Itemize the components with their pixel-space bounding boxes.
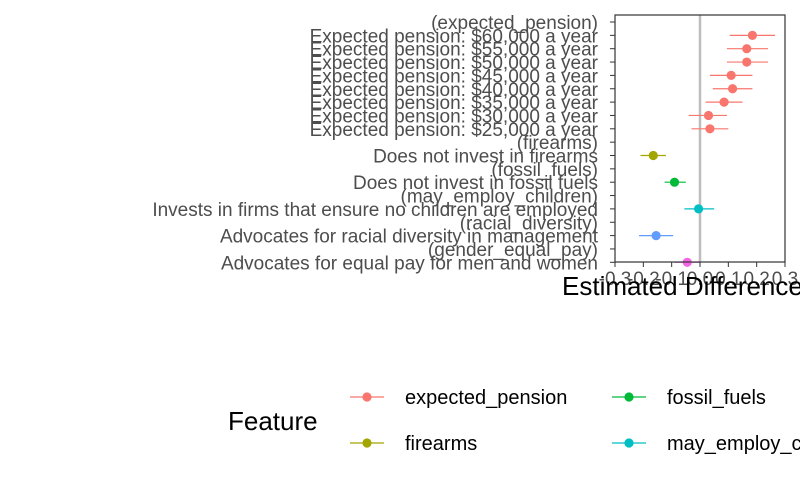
y-tick-label: Advocates for racial diversity in manage… xyxy=(220,227,599,248)
y-tick-label: Expected pension: $50,000 a year xyxy=(310,53,599,74)
estimate-point xyxy=(742,44,752,54)
y-tick-label: Expected pension: $40,000 a year xyxy=(310,80,599,101)
estimate-point xyxy=(742,57,752,67)
estimate-point xyxy=(705,124,715,134)
estimate-point xyxy=(669,177,680,187)
estimate-point xyxy=(727,84,738,94)
legend-key-point xyxy=(362,392,372,402)
y-axis-labels: (expected_pension)Expected pension: $60,… xyxy=(152,13,615,274)
estimate-point xyxy=(719,97,729,107)
legend-label: may_employ_children xyxy=(667,433,800,455)
x-tick-label: -0.1 xyxy=(655,269,688,290)
plot-marks xyxy=(639,30,776,267)
estimate-point xyxy=(648,150,658,161)
y-tick-label: Expected pension: $60,000 a year xyxy=(310,26,599,47)
estimate-point xyxy=(693,204,704,214)
estimate-point xyxy=(651,231,661,241)
y-tick-label: Expected pension: $30,000 a year xyxy=(310,106,599,127)
legend-key-point xyxy=(624,438,634,448)
legend: expected_pension firearms fossil_fuels may_… xyxy=(350,387,800,455)
y-tick-label: (fossil_fuels) xyxy=(491,160,598,181)
estimate-point xyxy=(747,30,758,40)
x-axis-title: Estimated Difference xyxy=(562,271,800,301)
y-tick-label: Advocates for equal pay for men and wome… xyxy=(221,253,598,274)
x-tick-label: 0.1 xyxy=(715,269,741,290)
y-tick-label: Does not invest in fossil fuels xyxy=(353,173,598,194)
legend-key-point xyxy=(624,392,634,402)
y-tick-label: (racial_diversity) xyxy=(460,213,598,234)
x-tick-label: -0.2 xyxy=(627,269,660,290)
legend-key-point xyxy=(362,438,372,448)
y-tick-label: Expected pension: $35,000 a year xyxy=(310,93,599,114)
estimate-point xyxy=(726,70,736,80)
y-tick-label: (gender_equal_pay) xyxy=(428,240,598,261)
x-tick-label: 0.0 xyxy=(687,269,713,290)
y-tick-label: (firearms) xyxy=(517,133,598,154)
legend-title: Feature xyxy=(228,406,318,436)
x-tick-label: 0.3 xyxy=(772,269,798,290)
x-tick-label: 0.2 xyxy=(743,269,769,290)
legend-label: fossil_fuels xyxy=(667,387,766,409)
y-tick-label: Expected pension: $25,000 a year xyxy=(310,120,599,141)
estimate-point xyxy=(703,110,714,121)
y-tick-label: Expected pension: $45,000 a year xyxy=(310,66,599,87)
legend-label: expected_pension xyxy=(405,387,567,409)
y-tick-label: (may_employ_children) xyxy=(401,187,598,208)
y-tick-label: Does not invest in firearms xyxy=(373,147,598,168)
y-tick-label: Invests in firms that ensure no children… xyxy=(152,200,598,221)
legend-label: firearms xyxy=(405,433,477,455)
x-tick-label: -0.3 xyxy=(599,269,632,290)
y-tick-label: (expected_pension) xyxy=(431,13,598,34)
y-tick-label: Expected pension: $55,000 a year xyxy=(310,40,599,61)
x-axis: -0.3-0.2-0.10.0 0.1 0.2 0.3 xyxy=(599,262,798,290)
